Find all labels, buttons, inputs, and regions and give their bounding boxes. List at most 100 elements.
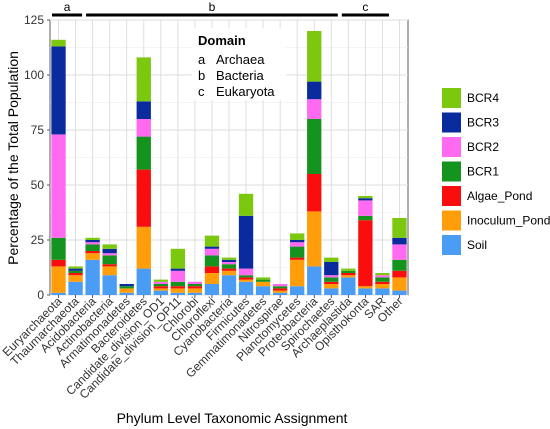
domain-key-name-eukaryota: Eukaryota xyxy=(216,84,275,99)
bar-nitrospirae-inoculum-pond xyxy=(272,290,288,293)
bar-chlorobi-inoculum-pond xyxy=(187,288,203,293)
bar-actinobacteria-inoculum-pond xyxy=(102,266,117,276)
x-axis-title: Phylum Level Taxonomic Assignment xyxy=(117,410,348,426)
bar-candidate-division-op11-bcr3 xyxy=(170,268,186,271)
bar-acidobacteria-bcr3 xyxy=(85,240,100,243)
domain-key-name-archaea: Archaea xyxy=(216,52,265,67)
bar-cyanobacteria-bcr3 xyxy=(221,259,237,262)
bar-candidate-division-od1-bcr2 xyxy=(153,281,168,284)
bar-sar-bcr4 xyxy=(375,273,390,276)
bar-planctomycetes-bcr1 xyxy=(290,246,305,258)
y-tick-label: 125 xyxy=(24,13,44,27)
bar-sar-bcr2 xyxy=(375,275,390,278)
bar-actinobacteria-bcr3 xyxy=(102,248,117,254)
bar-spirochaetes-bcr3 xyxy=(324,262,339,276)
bar-archaeplastida-algae-pond xyxy=(341,273,356,276)
bar-planctomycetes-bcr3 xyxy=(290,240,305,243)
bar-chlorobi-algae-pond xyxy=(187,286,203,289)
bar-sar-soil xyxy=(375,288,390,295)
bar-nitrospirae-algae-pond xyxy=(272,288,288,291)
bar-acidobacteria-bcr1 xyxy=(85,244,100,251)
bar-nitrospirae-bcr2 xyxy=(272,284,288,287)
domain-key-box xyxy=(192,28,286,100)
bar-euryarchaeota-bcr3 xyxy=(51,46,66,135)
y-tick-label: 50 xyxy=(31,178,45,192)
bar-chloroflexi-bcr1 xyxy=(204,255,220,267)
domain-bracket-label-c: c xyxy=(362,0,368,14)
bar-archaeplastida-soil xyxy=(341,277,356,295)
domain-bracket-label-a: a xyxy=(64,0,71,14)
bar-nitrospirae-soil xyxy=(272,292,288,295)
bar-opisthokonta-soil xyxy=(358,288,373,295)
bar-cyanobacteria-soil xyxy=(221,275,237,295)
legend: BCR4 BCR3 BCR2 BCR1 Algae_Pond Inoculum_Pond S… xyxy=(442,88,550,255)
bar-firmicutes-bcr1 xyxy=(238,275,254,278)
bar-other-bcr4 xyxy=(392,218,407,238)
bar-armatimonadetes-soil xyxy=(119,292,134,295)
bar-thaumarchaeota-bcr3 xyxy=(68,268,83,271)
bar-spirochaetes-bcr4 xyxy=(324,257,339,262)
bar-bacteroidetes-bcr4 xyxy=(136,57,151,102)
bar-candidate-division-od1-soil xyxy=(153,290,168,295)
bar-proteobacteria-bcr1 xyxy=(307,119,322,174)
bar-opisthokonta-bcr1 xyxy=(358,215,373,221)
legend-swatch-bcr2 xyxy=(442,137,461,157)
y-tick-label: 100 xyxy=(24,68,44,82)
bar-chlorobi-bcr2 xyxy=(187,281,203,284)
bar-bacteroidetes-bcr2 xyxy=(136,119,151,137)
bar-proteobacteria-algae-pond xyxy=(307,174,322,212)
legend-swatch-bcr4 xyxy=(442,88,461,108)
bar-planctomycetes-bcr2 xyxy=(290,242,305,247)
bar-bacteroidetes-bcr3 xyxy=(136,101,151,119)
bar-acidobacteria-algae-pond xyxy=(85,251,100,254)
legend-swatch-inoculum-pond xyxy=(442,210,461,231)
bar-candidate-division-op11-bcr1 xyxy=(170,281,186,287)
bar-euryarchaeota-bcr4 xyxy=(51,39,66,47)
bar-chloroflexi-algae-pond xyxy=(204,266,220,273)
bar-candidate-division-od1-bcr4 xyxy=(153,279,168,282)
bar-other-inoculum-pond xyxy=(392,277,407,291)
legend-label-bcr1: BCR1 xyxy=(467,165,499,179)
legend-swatch-algae-pond xyxy=(442,186,461,206)
bar-gemmatimonadetes-bcr1 xyxy=(255,279,271,282)
bar-cyanobacteria-bcr2 xyxy=(221,262,237,265)
bar-chlorobi-soil xyxy=(187,292,203,295)
bar-firmicutes-bcr3 xyxy=(238,215,254,269)
bar-sar-bcr1 xyxy=(375,277,390,282)
bar-archaeplastida-inoculum-pond xyxy=(341,275,356,278)
legend-swatch-bcr3 xyxy=(442,112,461,133)
legend-label-bcr3: BCR3 xyxy=(467,116,499,130)
y-tick-label: 0 xyxy=(37,288,44,302)
bar-acidobacteria-bcr4 xyxy=(85,237,100,240)
bar-actinobacteria-bcr1 xyxy=(102,255,117,265)
bar-candidate-division-op11-inoculum-pond xyxy=(170,288,186,293)
bar-spirochaetes-bcr2 xyxy=(324,275,339,278)
bar-candidate-division-od1-inoculum-pond xyxy=(153,288,168,291)
bar-proteobacteria-bcr4 xyxy=(307,31,322,82)
bar-candidate-division-od1-bcr1 xyxy=(153,284,168,287)
bar-candidate-division-op11-soil xyxy=(170,292,186,295)
bar-spirochaetes-soil xyxy=(324,288,339,295)
bar-opisthokonta-bcr3 xyxy=(358,198,373,201)
y-tick-label: 75 xyxy=(31,123,45,137)
bar-archaeplastida-bcr4 xyxy=(341,268,356,271)
bar-spirochaetes-inoculum-pond xyxy=(324,284,339,289)
bar-firmicutes-soil xyxy=(238,281,254,295)
bar-firmicutes-bcr4 xyxy=(238,193,254,216)
bar-opisthokonta-bcr2 xyxy=(358,200,373,216)
bar-euryarchaeota-bcr2 xyxy=(51,134,66,238)
bar-chloroflexi-inoculum-pond xyxy=(204,273,220,284)
bar-proteobacteria-bcr3 xyxy=(307,81,322,100)
y-axis: 0 25 50 75 100 125 xyxy=(24,13,50,302)
bar-chloroflexi-bcr3 xyxy=(204,246,220,249)
bar-euryarchaeota-inoculum-pond xyxy=(51,266,66,293)
bar-euryarchaeota-bcr1 xyxy=(51,237,66,260)
y-axis-title: Percentage of the Total Population xyxy=(5,51,21,265)
bar-bacteroidetes-bcr1 xyxy=(136,136,151,170)
bar-actinobacteria-soil xyxy=(102,275,117,295)
bar-archaeplastida-bcr1 xyxy=(341,270,356,273)
bar-gemmatimonadetes-bcr4 xyxy=(255,277,271,280)
bar-acidobacteria-bcr2 xyxy=(85,242,100,245)
y-tick-label: 25 xyxy=(31,233,45,247)
bar-candidate-division-op11-bcr2 xyxy=(170,270,186,282)
